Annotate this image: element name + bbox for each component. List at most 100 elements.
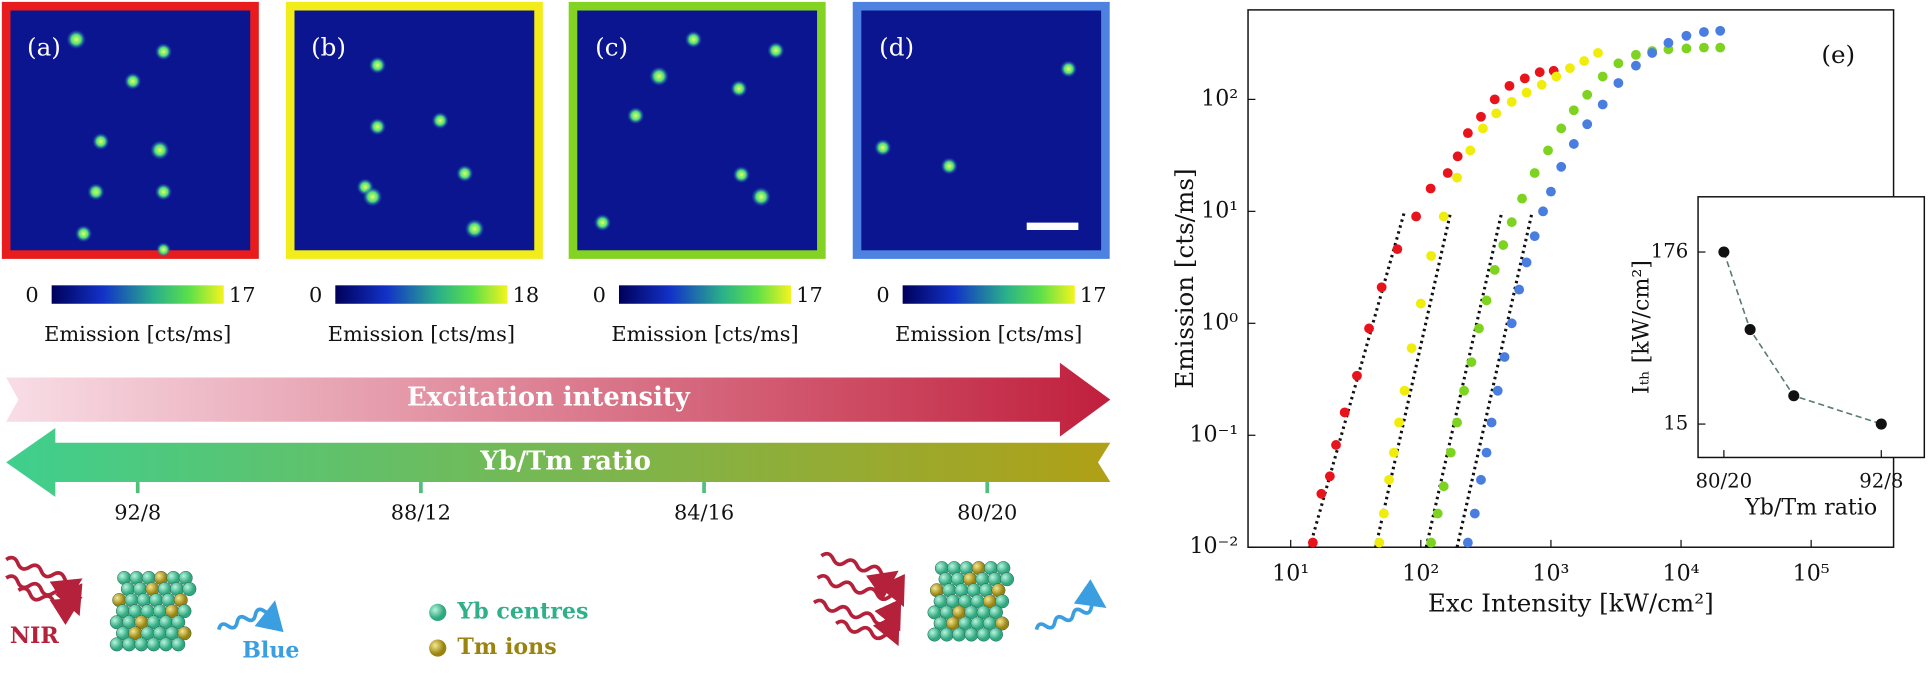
x-tick-label: 10¹ — [1272, 560, 1309, 586]
panel-frame — [285, 1, 543, 259]
data-point — [1452, 172, 1462, 183]
data-point — [1466, 357, 1477, 368]
data-point — [1374, 537, 1385, 548]
data-point — [1715, 42, 1726, 53]
data-point — [1506, 96, 1517, 107]
data-point — [1647, 48, 1658, 58]
y-axis-label: Emission [cts/ms] — [1170, 168, 1199, 388]
data-point — [1630, 49, 1641, 60]
data-point — [1514, 284, 1525, 295]
x-tick-label: 10² — [1402, 560, 1439, 586]
data-point — [1529, 231, 1540, 242]
atom — [995, 594, 1010, 609]
y-tick-label: 10⁻² — [1189, 533, 1238, 559]
colorbar-min: 0 — [593, 283, 606, 307]
data-point — [1506, 217, 1517, 228]
fit-line — [1723, 251, 1882, 425]
x-tick-label: 10⁴ — [1663, 560, 1700, 586]
data-point — [1875, 418, 1887, 430]
data-point — [1521, 87, 1532, 98]
threshold-inset: 80/20 92/8 15 176 Yb/Tm ratio Iₜₕ [kW/cm²] — [1629, 196, 1926, 521]
data-point — [1462, 128, 1473, 139]
data-point — [1364, 323, 1374, 334]
data-point — [1481, 447, 1492, 458]
data-point — [1579, 56, 1590, 66]
data-point — [1452, 151, 1463, 162]
plot-frame — [1697, 196, 1926, 459]
data-point — [1316, 488, 1327, 499]
data-point — [1506, 318, 1517, 329]
data-point — [1498, 240, 1509, 250]
data-point — [1465, 145, 1476, 156]
y-tick-label: 15 — [1663, 412, 1688, 435]
data-point — [1788, 390, 1800, 402]
data-point — [1399, 385, 1410, 396]
atom — [158, 637, 174, 652]
colorbar — [902, 285, 1075, 304]
data-point — [1718, 246, 1730, 258]
data-point — [1426, 537, 1437, 548]
data-point — [1394, 417, 1404, 428]
ratio-arrow: Yb/Tm ratio — [6, 427, 1111, 497]
ratio-tick-label: 88/12 — [391, 501, 451, 525]
data-point — [1551, 71, 1562, 82]
data-point — [1582, 119, 1593, 130]
nir-label: NIR — [10, 623, 60, 649]
fit-line — [1374, 210, 1453, 548]
x-tick-label: 80/20 — [1696, 470, 1753, 493]
panel-frame — [852, 1, 1110, 259]
ratio-tick-label: 80/20 — [957, 501, 1017, 525]
atom — [171, 637, 186, 652]
data-point — [1339, 407, 1350, 418]
spots — [356, 56, 485, 239]
colorbar-max: 18 — [513, 283, 540, 307]
data-point — [1415, 298, 1426, 309]
data-point — [1486, 417, 1497, 428]
data-point — [1681, 43, 1692, 54]
atom — [122, 637, 137, 652]
data-point — [1613, 58, 1624, 69]
data-point — [1568, 139, 1579, 149]
x-axis-label: Exc Intensity [kW/cm²] — [1428, 588, 1714, 617]
data-point — [1489, 94, 1500, 105]
schematic: NIR Blue Yb centres Tm ions — [5, 551, 1107, 664]
data-point — [1546, 186, 1556, 197]
data-point — [1613, 78, 1624, 88]
data-point — [1499, 352, 1510, 362]
data-point — [1538, 206, 1548, 217]
data-point — [1681, 30, 1692, 41]
data-point — [1744, 324, 1756, 336]
atom — [976, 627, 991, 642]
data-point — [1384, 474, 1394, 485]
data-point — [1452, 417, 1462, 428]
data-point — [1565, 63, 1575, 74]
data-point — [1715, 25, 1726, 36]
legend-label: Tm ions — [457, 634, 556, 660]
data-point — [1481, 295, 1492, 306]
data-point — [1307, 537, 1318, 548]
colorbar-label: Emission [cts/ms] — [611, 322, 798, 346]
fit-line — [1455, 210, 1534, 548]
data-point — [1593, 48, 1603, 58]
x-tick-label: 92/8 — [1859, 470, 1903, 493]
panel-a: (a) — [1, 1, 259, 259]
data-point — [1462, 537, 1473, 548]
data-point — [1445, 447, 1456, 458]
data-point — [1489, 264, 1500, 275]
data-point — [1442, 168, 1453, 178]
x-tick-label: 10³ — [1532, 560, 1569, 586]
data-point — [1432, 508, 1443, 519]
data-point — [1630, 60, 1641, 71]
data-point — [1376, 282, 1387, 293]
data-point — [1568, 105, 1579, 116]
colorbar-label: Emission [cts/ms] — [895, 322, 1082, 346]
data-point — [1663, 37, 1674, 48]
atom — [134, 637, 149, 652]
atom — [952, 627, 967, 642]
data-point — [1536, 79, 1547, 90]
atom — [927, 627, 942, 642]
panel-c: (c) — [568, 1, 826, 259]
